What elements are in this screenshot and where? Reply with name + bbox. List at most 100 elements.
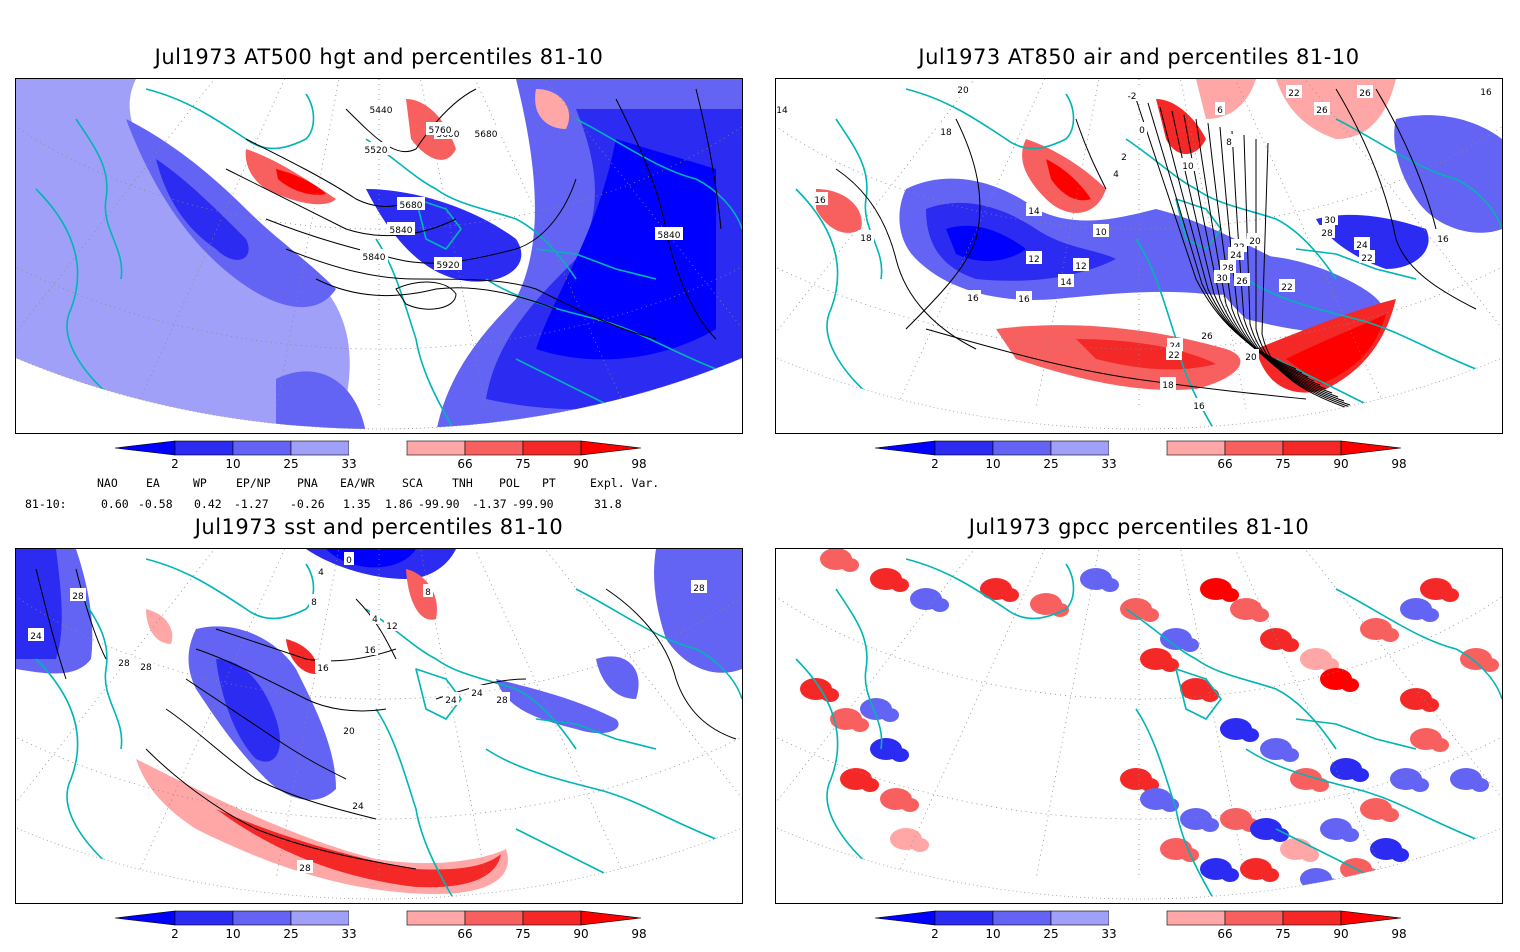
tc-header-eawr: EA/WR [340, 476, 375, 490]
anomaly-shading [535, 89, 570, 129]
svg-text:5840: 5840 [390, 226, 413, 236]
precip-anomaly-patch [1341, 828, 1359, 842]
contour-line [185, 678, 347, 780]
precip-anomaly-patch [1261, 868, 1279, 882]
anomaly-shading [216, 659, 280, 762]
colorbar-swatch [992, 440, 1052, 456]
colorbar-tick-label: 10 [985, 927, 1001, 941]
anomaly-shading [366, 189, 522, 282]
colorbar-tick-label: 25 [283, 927, 299, 941]
tc-value-sca: 1.86 [385, 497, 413, 511]
contour-line [345, 88, 477, 153]
anomaly-shading [1196, 79, 1256, 119]
precip-anomaly-patch [1221, 868, 1239, 882]
colorbar-extend-low [115, 440, 176, 456]
svg-text:5840: 5840 [658, 231, 681, 241]
colorbar-tick-label: 25 [283, 457, 299, 471]
svg-text:5920: 5920 [437, 261, 460, 271]
contour-label: 8 [309, 594, 319, 608]
svg-text:16: 16 [1480, 88, 1492, 98]
precip-anomaly-patch [1181, 638, 1199, 652]
colorbar-tick-label: 75 [1275, 927, 1291, 941]
precip-anomaly-patch [1471, 778, 1489, 792]
colorbar-tick-label: 66 [1217, 457, 1233, 471]
svg-text:14: 14 [776, 106, 788, 116]
svg-text:5680: 5680 [400, 201, 423, 211]
map-sst-canvas: 28 24 28 28 0 4 8 4 8 12 16 16 20 24 24 24 28 28 28 [16, 549, 742, 900]
contour-line [1183, 114, 1321, 386]
contour-line [1231, 130, 1345, 402]
contour-line [1243, 134, 1351, 406]
precip-anomaly-patch [911, 838, 929, 852]
colorbar-extend-high [580, 440, 642, 456]
colorbar-swatch [1282, 910, 1342, 926]
svg-text:0: 0 [346, 556, 352, 566]
colorbar-swatches [115, 910, 642, 926]
contour-line [1261, 142, 1363, 414]
contour-label: 24 [443, 692, 459, 706]
contour-label: 8 [423, 584, 433, 598]
contour-line [1219, 126, 1339, 398]
colorbar-gpcc: 2 10 25 33 66 75 90 98 [875, 910, 1435, 952]
precip-anomaly-patch [1101, 578, 1119, 592]
contour-label: 16 [315, 660, 331, 674]
coastline-borders [535, 718, 657, 750]
precip-anomaly-patch [1221, 588, 1239, 602]
svg-text:10: 10 [1095, 228, 1107, 238]
contour-label: 22 [1279, 279, 1295, 293]
colorbar-extend-high [1340, 910, 1402, 926]
coastline-europe-north [1125, 608, 1337, 750]
tc-value-eawr: 1.35 [343, 497, 371, 511]
colorbar-extend-high [1340, 440, 1402, 456]
precip-anomaly-patch [1421, 698, 1439, 712]
contour-line [695, 88, 722, 230]
colorbar-swatch [1224, 910, 1284, 926]
svg-text:28: 28 [72, 592, 84, 602]
precip-anomaly-patch [1391, 848, 1409, 862]
map-hgt500: 5440552056005680568057605840584058405920 [15, 78, 743, 434]
colorbar-tick-label: 33 [341, 927, 357, 941]
svg-text:5840: 5840 [363, 253, 386, 263]
colorbar-tick-label: 33 [341, 457, 357, 471]
contour-label: 5920 [434, 257, 462, 271]
contour-label: 28 [116, 655, 132, 669]
svg-text:24: 24 [30, 632, 42, 642]
contour-label: 26 [1357, 85, 1373, 99]
contour-label: 5760 [426, 122, 454, 136]
map-air850-canvas: 201816181412121416161042-206810202224283… [776, 79, 1502, 430]
colorbar-swatch [406, 440, 466, 456]
contour-line [225, 168, 457, 236]
svg-text:8: 8 [1226, 138, 1232, 148]
svg-text:28: 28 [140, 663, 152, 673]
svg-text:6: 6 [1217, 106, 1223, 116]
svg-text:18: 18 [1162, 381, 1174, 391]
contour-line [165, 708, 377, 820]
anomaly-shading [16, 79, 350, 429]
colorbar-tick-label: 75 [1275, 457, 1291, 471]
tc-header-sca: SCA [402, 476, 423, 490]
contour-label: 12 [384, 618, 400, 632]
tc-value-nao: 0.60 [101, 497, 129, 511]
svg-text:14: 14 [1028, 207, 1040, 217]
colorbar-tick-label: 66 [457, 457, 473, 471]
contour-label: 16 [1191, 398, 1207, 412]
svg-text:18: 18 [860, 234, 872, 244]
svg-text:16: 16 [1437, 235, 1449, 245]
contour-label: 5840 [387, 222, 415, 236]
colorbar-tick-label: 98 [1391, 457, 1407, 471]
contour-label: 30 [1214, 270, 1230, 284]
coastline-hudson [835, 588, 883, 750]
coastline-mediterranean [485, 748, 717, 840]
colorbar-tick-label: 90 [573, 457, 589, 471]
tc-header-nao: NAO [97, 476, 118, 490]
svg-text:20: 20 [343, 727, 355, 737]
precip-anomaly-patch [1201, 818, 1219, 832]
svg-text:18: 18 [940, 128, 952, 138]
precip-anomaly-patch [881, 708, 899, 722]
anomaly-shading [1316, 214, 1429, 269]
coastline-asia [575, 118, 742, 230]
colorbar-tick-label: 10 [225, 457, 241, 471]
contour-line [355, 598, 397, 660]
svg-text:22: 22 [1168, 351, 1179, 361]
map-air850: 201816181412121416161042-206810202224283… [775, 78, 1503, 434]
